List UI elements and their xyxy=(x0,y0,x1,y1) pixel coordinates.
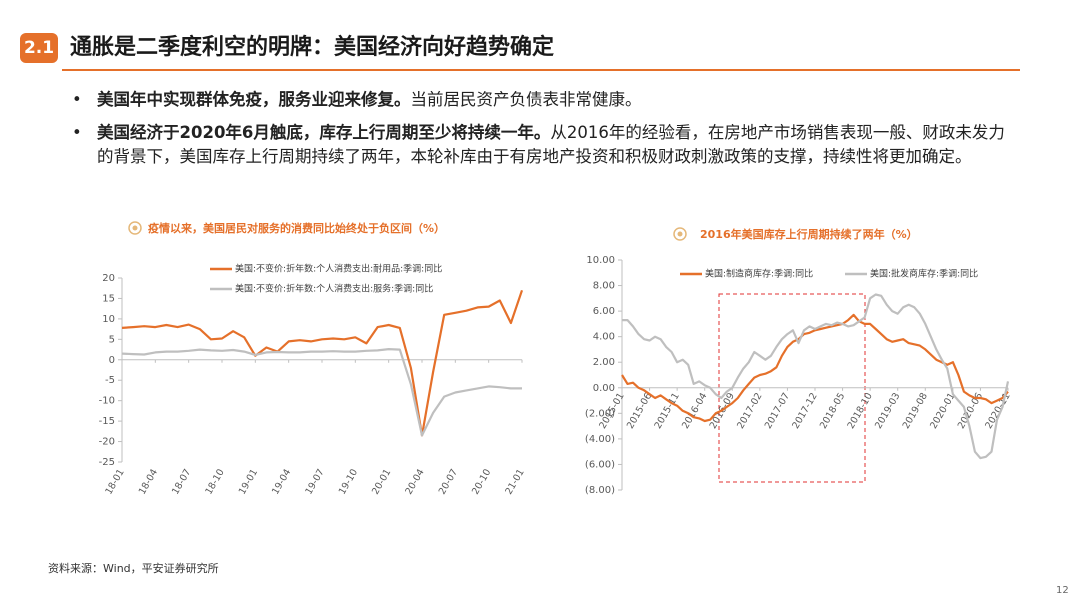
bullet-bold: 美国年中实现群体免疫，服务业迎来修复。 xyxy=(97,90,411,109)
legend-label: 美国:制造商库存:季调:同比 xyxy=(705,268,813,280)
y-tick-label: (8.00) xyxy=(585,485,615,496)
y-tick-label: 10 xyxy=(102,314,115,325)
x-tick-label: 20-04 xyxy=(403,467,426,496)
x-tick-label: 2015-06 xyxy=(625,391,654,431)
x-tick-label: 2019-03 xyxy=(873,391,902,431)
bullet-text: 当前居民资产负债表非常健康。 xyxy=(410,90,642,109)
legend-label: 美国:批发商库存:季调:同比 xyxy=(870,268,978,280)
x-tick-label: 19-07 xyxy=(303,467,326,496)
x-tick-label: 2020-01 xyxy=(928,391,957,431)
section-badge: 2.1 xyxy=(20,33,58,63)
legend-label: 美国:不变价:折年数:个人消费支出:耐用品:季调:同比 xyxy=(235,263,442,275)
source-note: 资料来源：Wind，平安证券研究所 xyxy=(48,562,219,575)
x-tick-label: 18-10 xyxy=(203,467,226,496)
chart-title: 疫情以来，美国居民对服务的消费同比始终处于负区间（%） xyxy=(148,221,445,235)
y-tick-label: -15 xyxy=(99,416,115,427)
x-tick-label: 18-01 xyxy=(103,467,126,496)
y-tick-label: 5 xyxy=(109,334,115,345)
chart-title: 2016年美国库存上行周期持续了两年（%） xyxy=(700,227,918,241)
y-tick-label: -5 xyxy=(105,375,115,386)
x-tick-label: 2018-05 xyxy=(818,391,847,431)
x-tick-label: 18-07 xyxy=(170,467,193,496)
series-line xyxy=(121,348,522,437)
x-tick-label: 2017-07 xyxy=(763,391,792,431)
y-tick-label: -10 xyxy=(99,396,115,407)
x-tick-label: 19-01 xyxy=(237,467,260,496)
y-tick-label: (4.00) xyxy=(585,434,615,445)
y-tick-label: 0 xyxy=(109,355,115,366)
bullet-list: 美国年中实现群体免疫，服务业迎来修复。当前居民资产负债表非常健康。 美国经济于2… xyxy=(70,88,1020,178)
series-line xyxy=(622,293,1010,460)
y-tick-label: 15 xyxy=(102,293,115,304)
x-tick-label: 19-04 xyxy=(270,467,293,496)
bullet-text: 从2016年的经验看，在房地产市场销售表现一般、财政未发力的背景下，美国库存上行… xyxy=(97,123,1005,166)
x-tick-label: 18-04 xyxy=(137,467,160,496)
legend-label: 美国:不变价:折年数:个人消费支出:服务:季调:同比 xyxy=(235,283,433,295)
y-tick-label: -25 xyxy=(99,457,115,468)
bullet: 美国经济于2020年6月触底，库存上行周期至少将持续一年。从2016年的经验看，… xyxy=(70,121,1020,169)
y-tick-label: 0.00 xyxy=(593,383,615,394)
x-tick-label: 2020-11 xyxy=(983,391,1012,431)
x-tick-label: 20-07 xyxy=(437,467,460,496)
slide-title: 通胀是二季度利空的明牌：美国经济向好趋势确定 xyxy=(70,35,555,60)
x-tick-label: 19-10 xyxy=(337,467,360,496)
y-tick-label: 4.00 xyxy=(593,332,615,343)
series-line xyxy=(121,289,524,437)
y-tick-label: 8.00 xyxy=(593,281,615,292)
bullet-bold: 美国经济于2020年6月触底，库存上行周期至少将持续一年。 xyxy=(97,123,551,142)
y-tick-label: -20 xyxy=(99,437,115,448)
y-tick-label: 6.00 xyxy=(593,306,615,317)
x-tick-label: 2018-10 xyxy=(846,391,875,431)
y-tick-label: 20 xyxy=(102,273,115,284)
bullet: 美国年中实现群体免疫，服务业迎来修复。当前居民资产负债表非常健康。 xyxy=(70,88,1020,112)
x-tick-label: 21-01 xyxy=(503,467,526,496)
y-tick-label: (6.00) xyxy=(585,459,615,470)
title-icon xyxy=(128,221,687,241)
title-rule xyxy=(62,69,1020,71)
y-tick-label: 2.00 xyxy=(593,357,615,368)
x-tick-label: 20-10 xyxy=(470,467,493,496)
x-tick-label: 20-01 xyxy=(370,467,393,496)
y-tick-label: 10.00 xyxy=(586,255,615,266)
x-tick-label: 2017-12 xyxy=(790,391,819,431)
y-tick-label: (2.00) xyxy=(585,408,615,419)
x-tick-label: 2019-08 xyxy=(901,391,930,431)
page-number: 12 xyxy=(1056,585,1069,596)
